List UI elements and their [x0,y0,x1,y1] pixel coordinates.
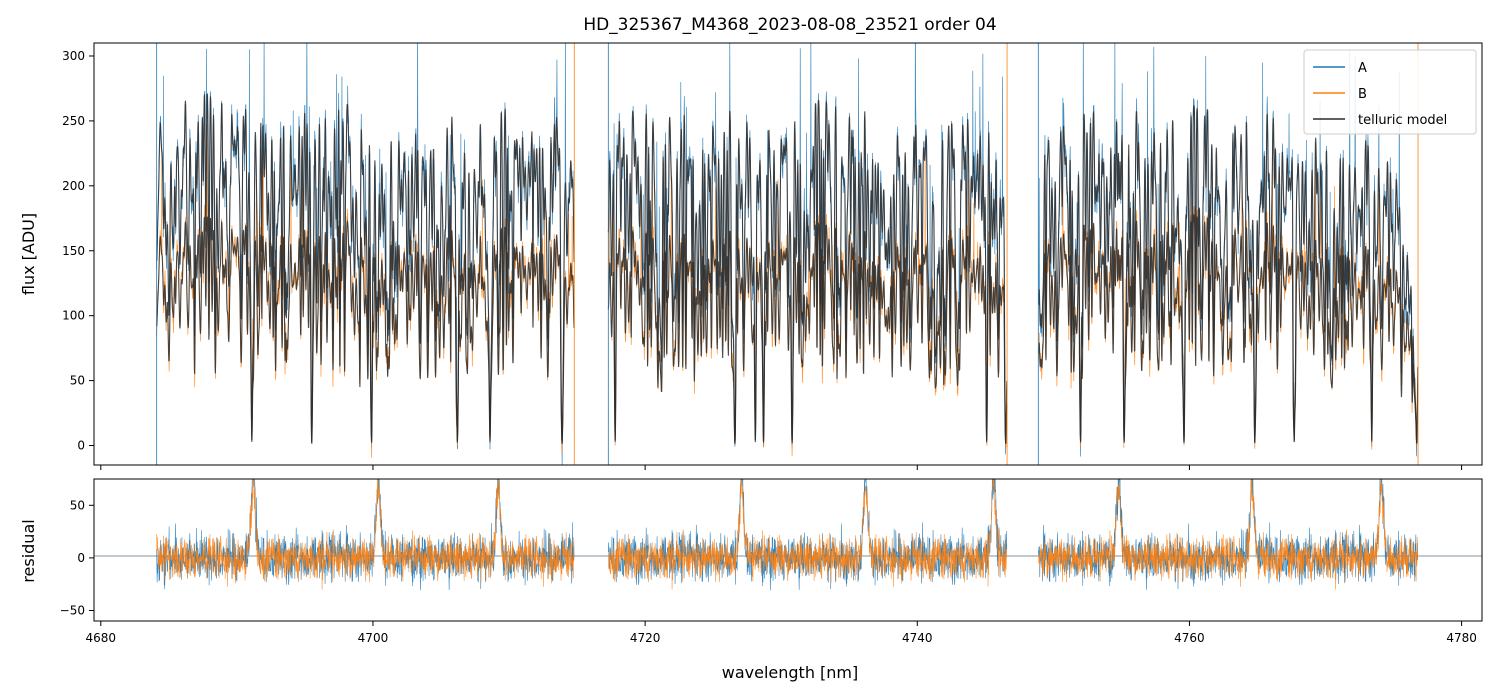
flux-y-tick-label-6: 300 [62,49,85,63]
flux-axes: 0 50 100 150 200 250 300 [62,49,1463,470]
legend-label-telluric: telluric model [1358,113,1447,128]
residual-y-tick-label-0: −50 [60,603,85,617]
legend: A B telluric model [1303,49,1477,135]
x-tick-label-4: 4760 [1174,631,1205,645]
telluric-model-a-segment-2 [1038,105,1419,444]
flux-y-axis-label: flux [ADU] [19,213,38,295]
flux-y-tick-label-4: 200 [62,179,85,193]
residual-y-axis-label: residual [19,519,38,582]
telluric-model-a-segment-1 [607,99,1008,444]
flux-y-tick-label-1: 50 [70,374,85,388]
residual-axes: −50 0 50 4680 4700 4720 4740 4760 4780 [60,498,1477,645]
residual-y-tick-label-1: 0 [77,551,85,565]
x-tick-label-3: 4740 [902,631,933,645]
residual-b-segment-0 [156,479,575,590]
flux-panel-frame [93,42,1483,466]
x-tick-label-1: 4700 [358,631,389,645]
chart-title: HD_325367_M4368_2023-08-08_23521 order 0… [583,15,996,35]
residual-y-tick-label-2: 50 [70,498,85,512]
legend-label-a: A [1358,61,1367,76]
x-axis-label: wavelength [nm] [722,663,859,682]
telluric-model-b-segment-1 [607,222,1008,445]
flux-plot-area [156,43,1419,465]
legend-label-b: B [1358,87,1367,102]
flux-y-tick-label-3: 150 [62,244,85,258]
telluric-model-a-segment-0 [156,93,575,444]
residual-panel-frame [93,478,1483,622]
flux-y-tick-label-2: 100 [62,309,85,323]
flux-y-tick-label-5: 250 [62,114,85,128]
residual-plot-area [156,479,1419,591]
telluric-model-b-segment-0 [156,216,575,445]
x-tick-label-0: 4680 [86,631,117,645]
residual-b-segment-1 [608,479,1007,590]
legend-box [1303,49,1477,135]
telluric-model-b-segment-2 [1038,214,1419,444]
flux-y-tick-label-0: 0 [77,439,85,453]
x-tick-label-2: 4720 [630,631,661,645]
flux-panel: 0 50 100 150 200 250 300 flux [ADU] A B tellur… [19,42,1483,470]
residual-b-segment-2 [1038,479,1419,590]
residual-a-segment-1 [608,479,1008,591]
x-tick-label-5: 4780 [1446,631,1477,645]
